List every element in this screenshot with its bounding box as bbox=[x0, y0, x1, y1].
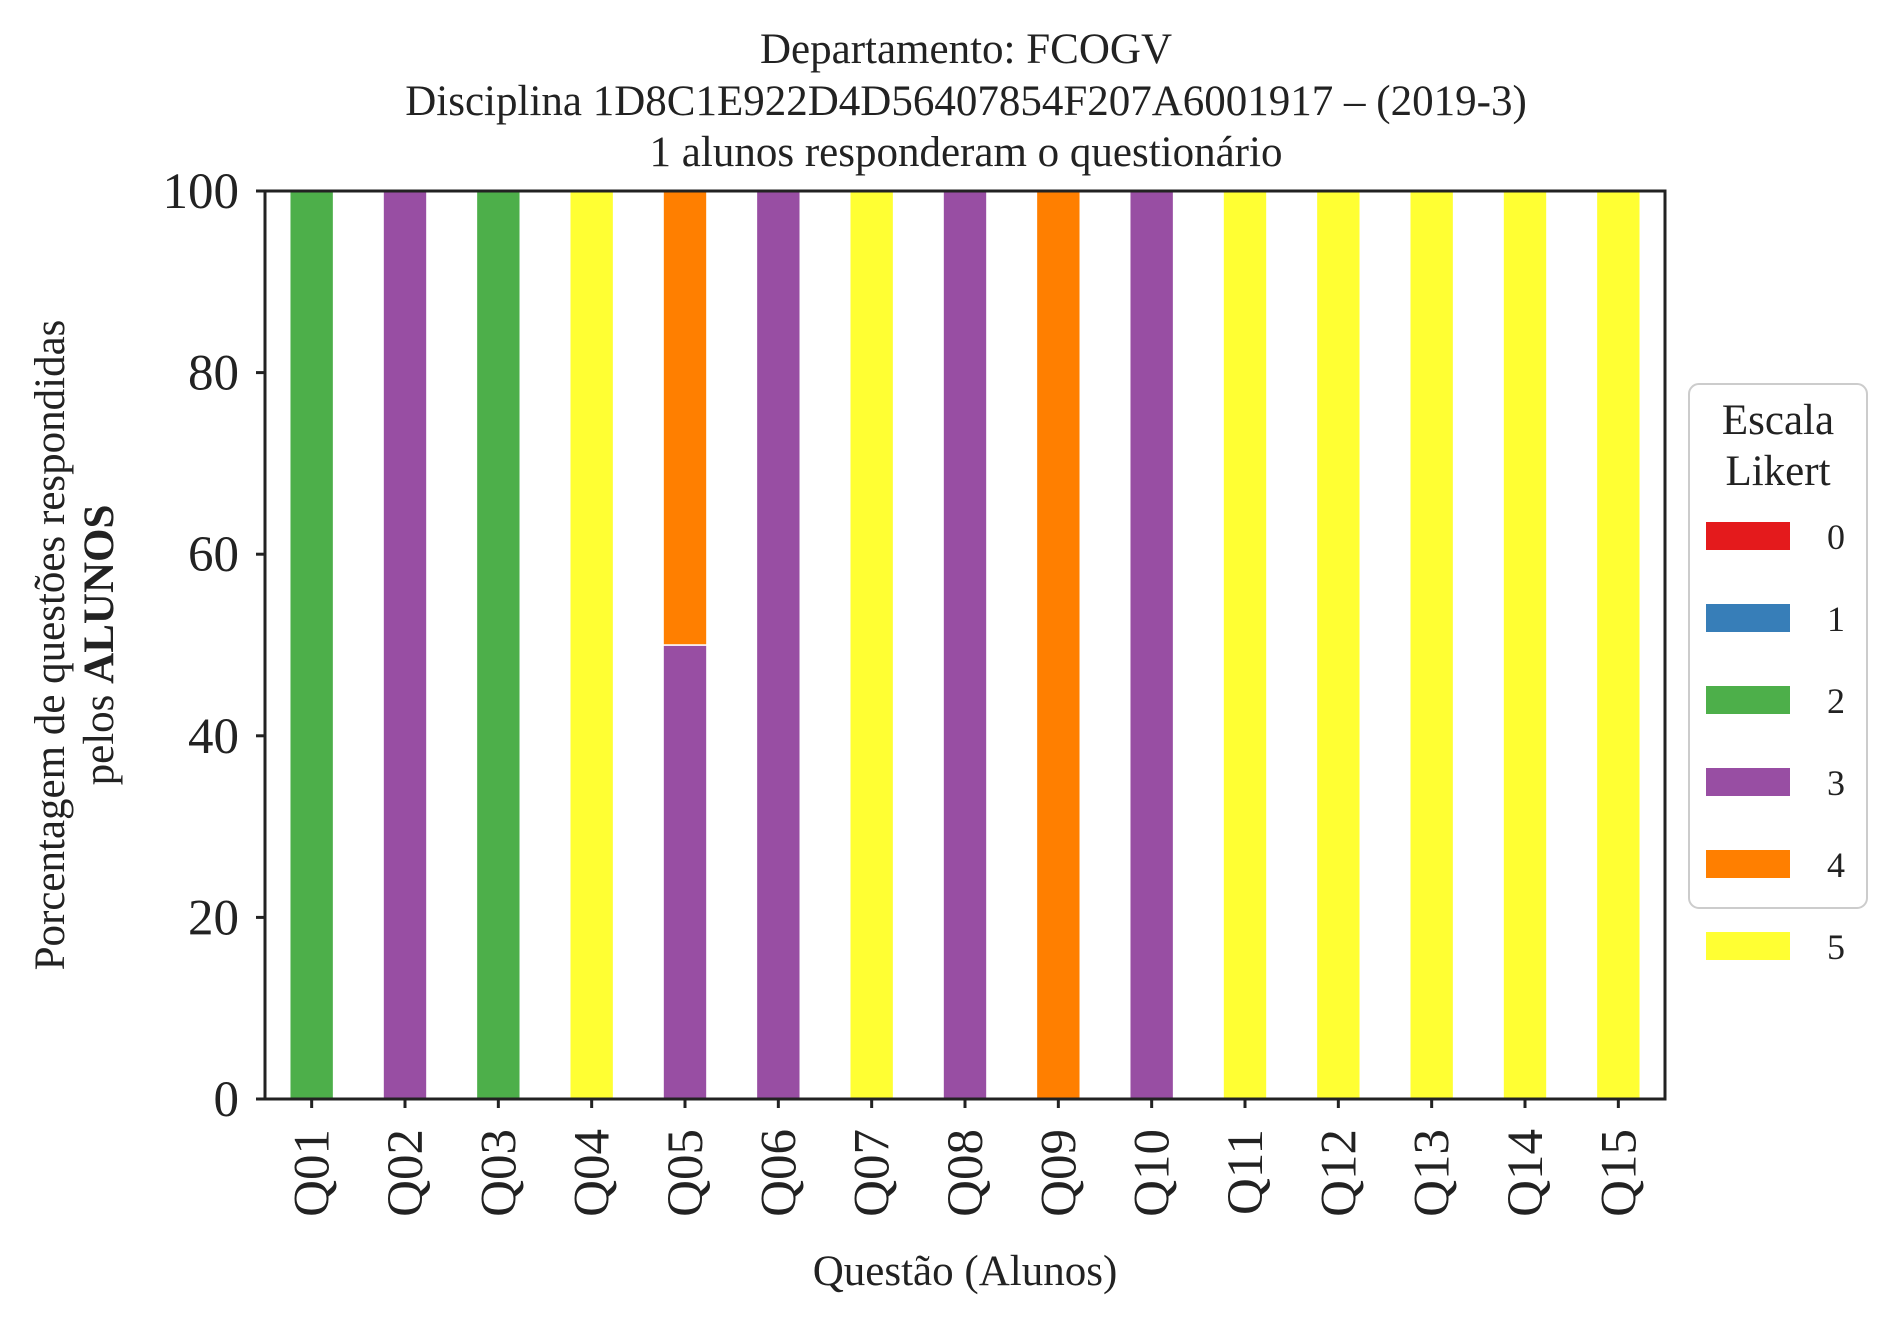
legend-title-line-1: Escala bbox=[1722, 397, 1834, 444]
x-tick-label-q13: Q13 bbox=[1405, 1129, 1461, 1217]
x-tick-label-q12: Q12 bbox=[1311, 1129, 1367, 1217]
y-tick-label: 60 bbox=[188, 527, 239, 583]
legend: Escala Likert 0 1 2 3 4 5 bbox=[1688, 383, 1868, 967]
y-tick-label: 80 bbox=[188, 346, 239, 402]
legend-swatch-3 bbox=[1706, 768, 1790, 796]
x-tick-label-q01: Q01 bbox=[285, 1129, 341, 1217]
bar-q01-likert-2 bbox=[288, 190, 335, 1100]
legend-swatch-2 bbox=[1706, 686, 1790, 714]
x-axis-ticks: Q01 Q02 Q03 Q04 Q05 Q06 Q07 Q08 Q09 Q10 Q11 Q12 Q13 Q… bbox=[285, 1099, 1647, 1217]
y-axis-ticks: 0 20 40 60 80 100 bbox=[163, 164, 265, 1128]
title-line-3: 1 alunos responderam o questionário bbox=[650, 129, 1283, 176]
bar-q15-likert-5 bbox=[1595, 190, 1642, 1100]
x-tick-label-q03: Q03 bbox=[471, 1129, 527, 1217]
x-tick-label-q05: Q05 bbox=[658, 1129, 714, 1217]
legend-swatch-0 bbox=[1706, 522, 1790, 550]
x-tick-label-q08: Q08 bbox=[938, 1129, 994, 1217]
legend-swatch-1 bbox=[1706, 604, 1790, 632]
bar-q05-likert-3 bbox=[662, 644, 708, 1100]
x-tick-label-q10: Q10 bbox=[1125, 1129, 1181, 1217]
legend-items: 0 1 2 3 4 5 bbox=[1706, 517, 1845, 967]
bar-q03-likert-2 bbox=[475, 190, 522, 1100]
bar-q08-likert-3 bbox=[942, 190, 988, 1100]
legend-label-3: 3 bbox=[1827, 763, 1845, 803]
bars-layer bbox=[288, 190, 1642, 1100]
y-tick-label: 0 bbox=[214, 1072, 240, 1128]
legend-label-0: 0 bbox=[1827, 517, 1845, 557]
y-axis-label-prefix: pelos bbox=[76, 684, 123, 786]
y-axis-label-line-2: pelos ALUNOS bbox=[76, 505, 123, 786]
y-axis-label: Porcentagem de questões respondidas pelo… bbox=[27, 320, 123, 971]
y-tick-label: 100 bbox=[163, 164, 240, 220]
bar-q14-likert-5 bbox=[1502, 190, 1548, 1100]
legend-label-5: 5 bbox=[1827, 927, 1845, 967]
bar-q02-likert-3 bbox=[382, 190, 428, 1100]
chart-title: Departamento: FCOGV Disciplina 1D8C1E922… bbox=[405, 26, 1527, 176]
bar-q12-likert-5 bbox=[1315, 190, 1362, 1100]
x-axis-label: Questão (Alunos) bbox=[813, 1248, 1118, 1295]
bar-q11-likert-5 bbox=[1222, 190, 1268, 1100]
legend-swatch-5 bbox=[1706, 932, 1790, 960]
x-tick-label-q15: Q15 bbox=[1591, 1129, 1647, 1217]
title-line-1: Departamento: FCOGV bbox=[760, 26, 1172, 73]
legend-label-2: 2 bbox=[1827, 681, 1845, 721]
title-line-2: Disciplina 1D8C1E922D4D56407854F207A6001… bbox=[405, 78, 1527, 125]
legend-label-1: 1 bbox=[1827, 599, 1845, 639]
x-tick-label-q07: Q07 bbox=[845, 1129, 901, 1217]
legend-label-4: 4 bbox=[1827, 845, 1845, 885]
bar-q09-likert-4 bbox=[1035, 190, 1082, 1100]
y-tick-label: 40 bbox=[188, 709, 239, 765]
bar-q05-likert-4 bbox=[662, 190, 708, 646]
bar-q10-likert-3 bbox=[1128, 190, 1175, 1100]
y-axis-label-line-1: Porcentagem de questões respondidas bbox=[27, 320, 74, 971]
y-tick-label: 20 bbox=[188, 890, 239, 946]
legend-title-line-2: Likert bbox=[1725, 448, 1830, 495]
y-axis-label-bold: ALUNOS bbox=[76, 505, 123, 684]
x-tick-label-q14: Q14 bbox=[1498, 1129, 1554, 1217]
bar-q06-likert-3 bbox=[755, 190, 802, 1100]
x-tick-label-q02: Q02 bbox=[378, 1129, 434, 1217]
legend-swatch-4 bbox=[1706, 850, 1790, 878]
x-tick-label-q09: Q09 bbox=[1031, 1129, 1087, 1217]
bar-q07-likert-5 bbox=[848, 190, 895, 1100]
x-tick-label-q06: Q06 bbox=[751, 1129, 807, 1217]
bar-q04-likert-5 bbox=[568, 190, 615, 1100]
x-tick-label-q04: Q04 bbox=[565, 1129, 621, 1217]
x-tick-label-q11: Q11 bbox=[1218, 1129, 1274, 1215]
bar-q13-likert-5 bbox=[1408, 190, 1455, 1100]
